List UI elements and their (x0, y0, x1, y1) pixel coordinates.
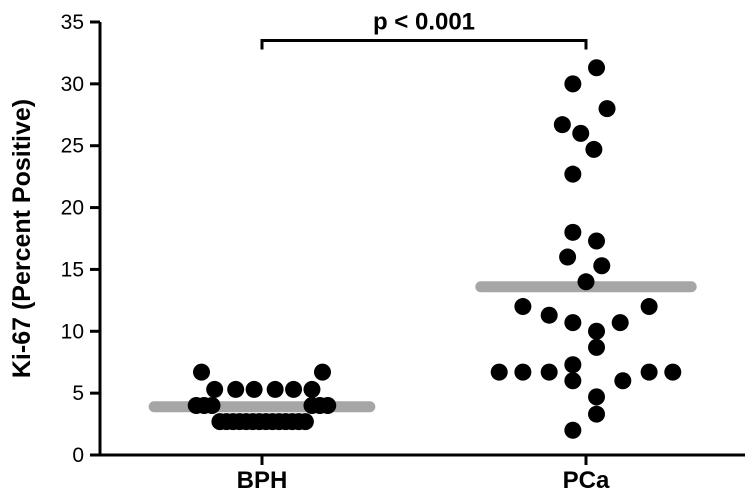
data-point (285, 380, 303, 398)
y-tick-label: 30 (61, 73, 84, 96)
data-point (303, 380, 321, 398)
data-point (203, 397, 221, 415)
data-point (564, 223, 582, 241)
significance-bracket (260, 39, 588, 50)
data-point (296, 413, 314, 431)
data-point (245, 380, 263, 398)
data-point (598, 100, 616, 118)
y-tick-label: 35 (61, 11, 84, 34)
data-point (227, 380, 245, 398)
data-point (319, 397, 337, 415)
y-tick-label: 15 (61, 258, 84, 281)
x-category-label: PCa (563, 467, 610, 490)
data-point (559, 248, 577, 266)
significance-annotation: p < 0.001 (260, 9, 588, 50)
data-point (564, 314, 582, 332)
y-ticks: 0 5 10 15 20 25 30 35 (61, 11, 100, 467)
axes (98, 22, 745, 457)
x-category-label: BPH (237, 467, 288, 490)
data-point (193, 363, 211, 381)
y-tick-label: 10 (61, 320, 84, 343)
data-point (640, 298, 658, 316)
data-point (564, 165, 582, 183)
data-point (553, 116, 571, 134)
data-point (564, 75, 582, 93)
data-point (614, 372, 632, 390)
data-point (588, 232, 606, 250)
data-point (206, 380, 224, 398)
data-point (313, 363, 331, 381)
data-point (588, 338, 606, 356)
data-point (540, 363, 558, 381)
data-point (572, 124, 590, 142)
data-point (588, 59, 606, 77)
data-point (585, 140, 603, 158)
data-point (588, 388, 606, 406)
data-point (664, 363, 682, 381)
data-point (564, 356, 582, 374)
data-point (588, 322, 606, 340)
data-point (564, 372, 582, 390)
data-point (490, 363, 508, 381)
y-tick-label: 20 (61, 197, 84, 220)
data-point (593, 257, 611, 275)
data-point (640, 363, 658, 381)
data-point (514, 363, 532, 381)
data-point (564, 421, 582, 439)
data-points (187, 59, 682, 439)
data-point (611, 314, 629, 332)
y-tick-label: 0 (72, 444, 84, 467)
data-point (577, 273, 595, 291)
y-tick-label: 5 (72, 382, 84, 405)
data-point (540, 306, 558, 324)
x-category-labels: BPH PCa (237, 455, 610, 490)
data-point (266, 380, 284, 398)
p-value-label: p < 0.001 (373, 9, 475, 36)
y-axis-title: Ki-67 (Percent Positive) (8, 99, 36, 378)
data-point (588, 405, 606, 423)
data-point (514, 298, 532, 316)
y-tick-label: 25 (61, 135, 84, 158)
